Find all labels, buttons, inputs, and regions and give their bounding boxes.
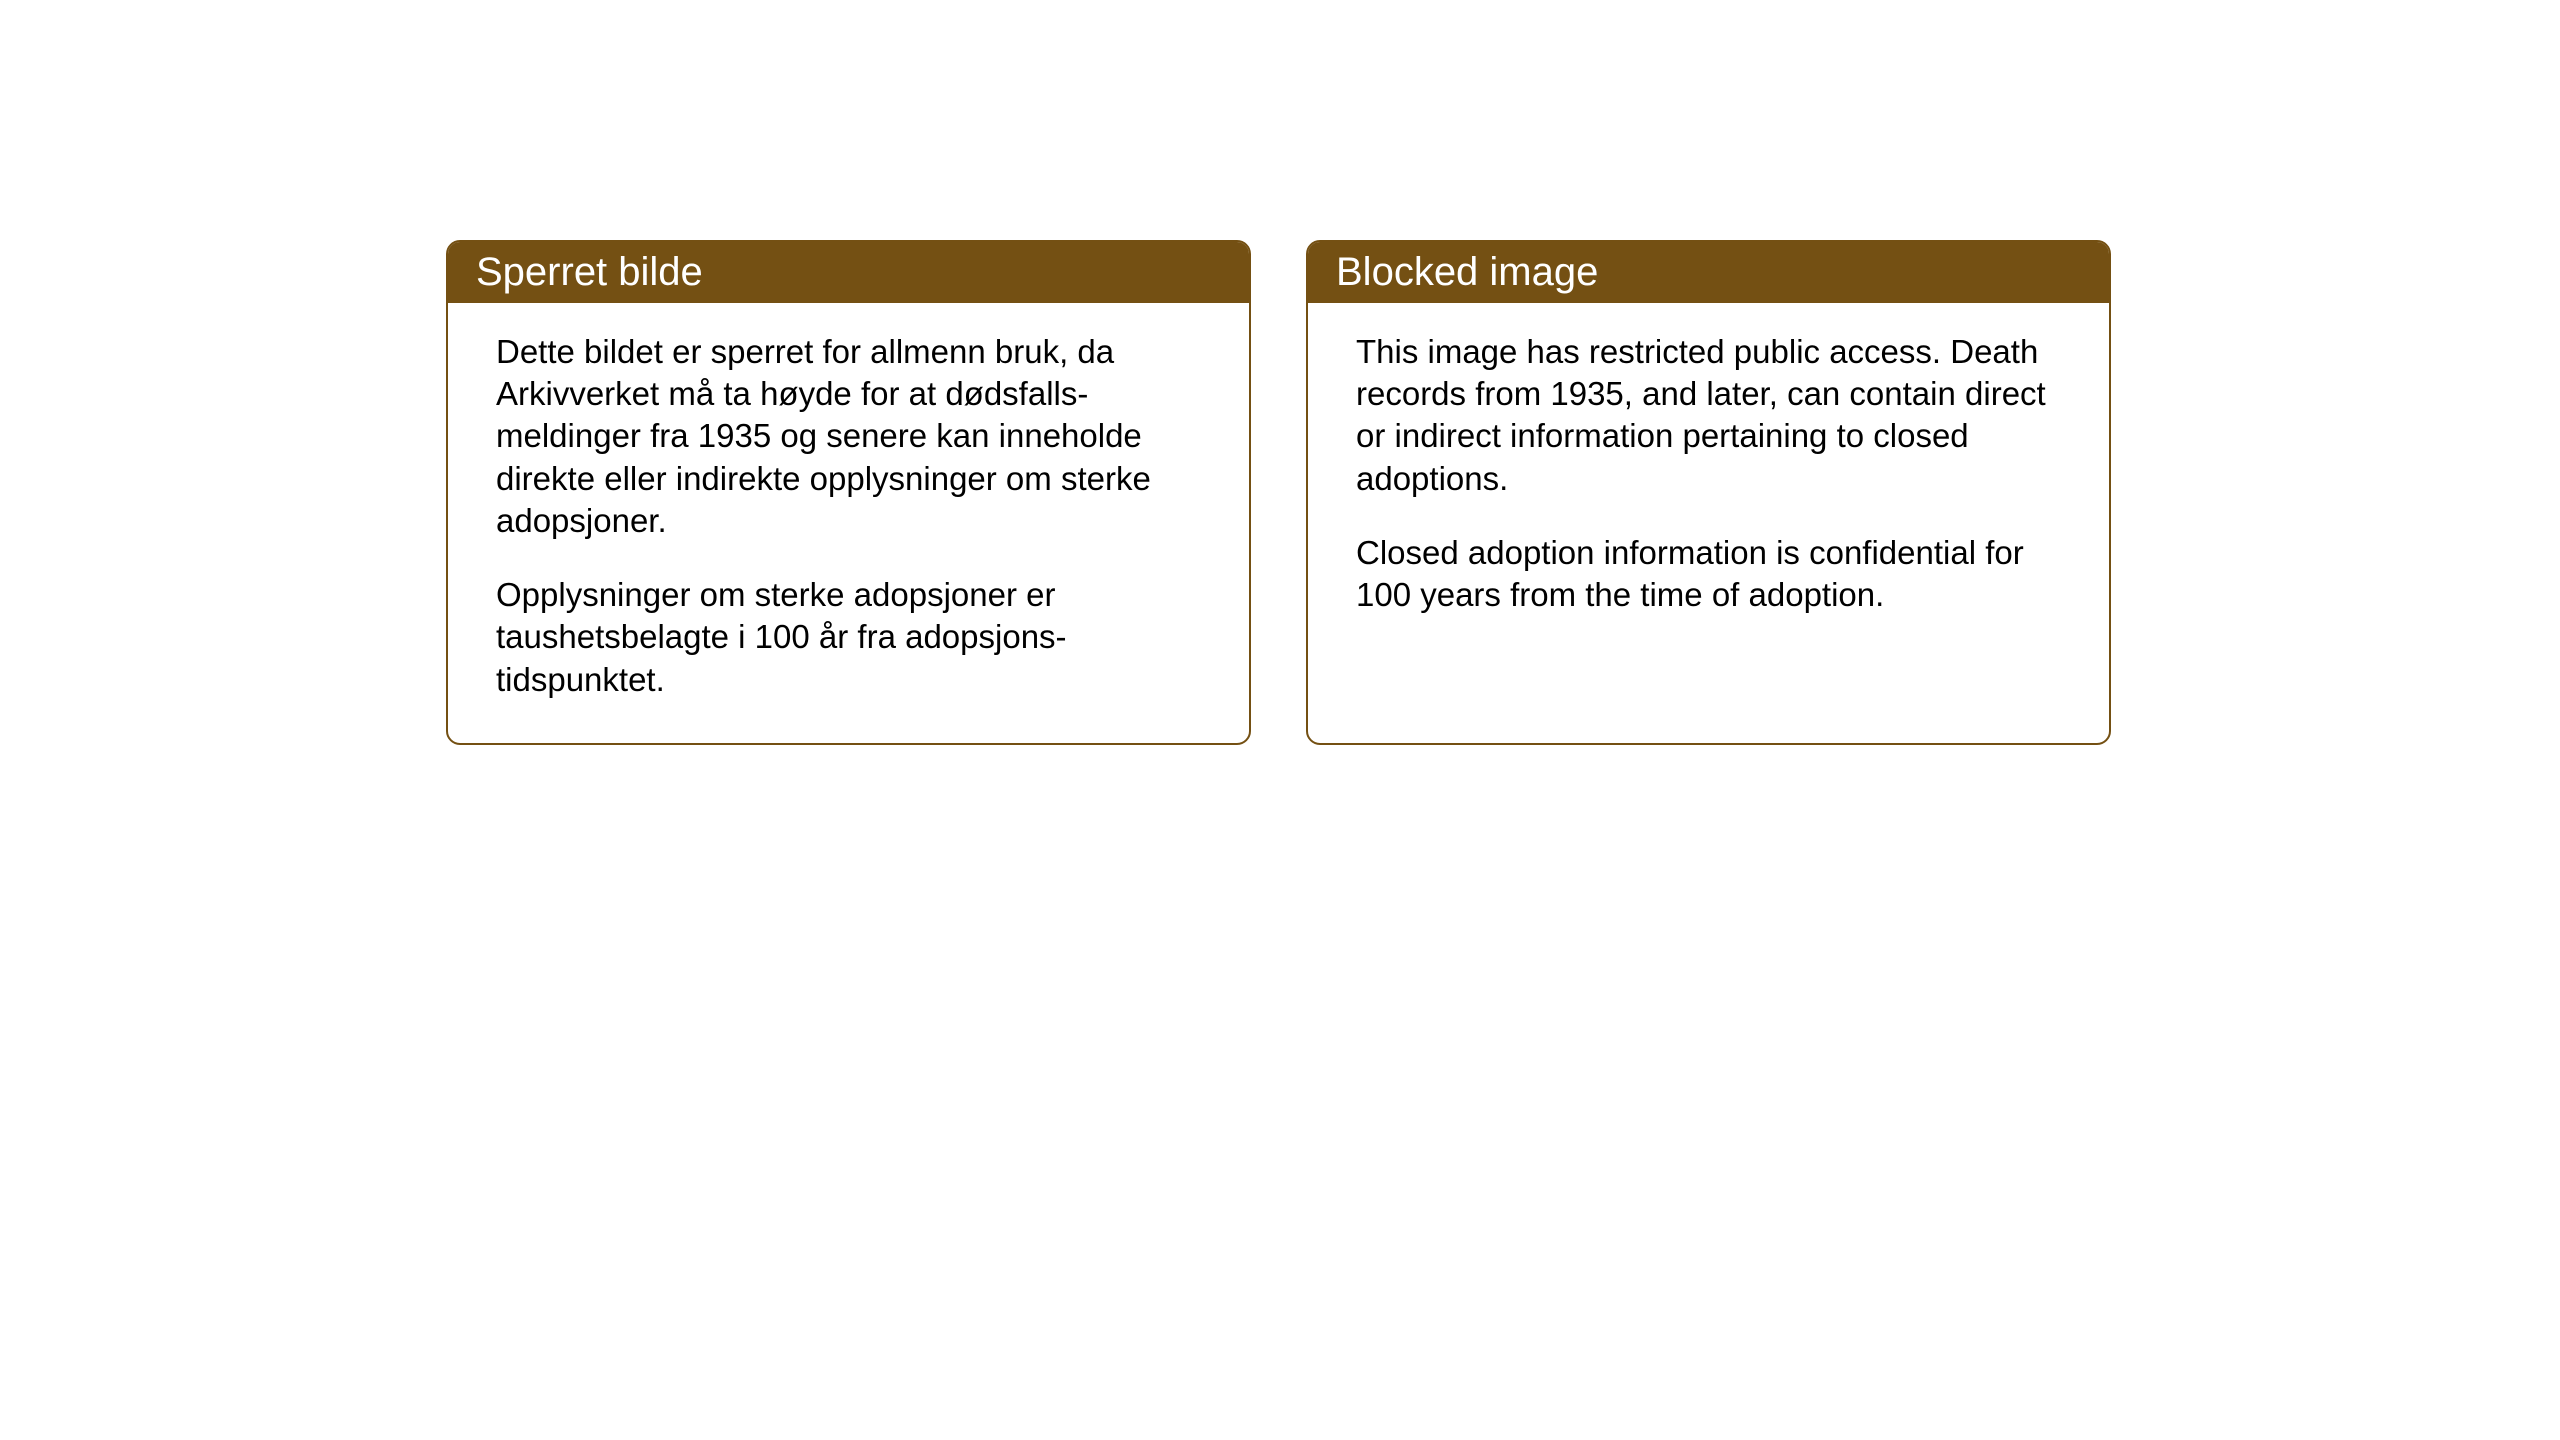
norwegian-paragraph-2: Opplysninger om sterke adopsjoner er tau… [496,574,1201,701]
norwegian-card-title: Sperret bilde [448,242,1249,303]
english-paragraph-2: Closed adoption information is confident… [1356,532,2061,616]
norwegian-paragraph-1: Dette bildet er sperret for allmenn bruk… [496,331,1201,542]
norwegian-card-body: Dette bildet er sperret for allmenn bruk… [448,303,1249,743]
norwegian-notice-card: Sperret bilde Dette bildet er sperret fo… [446,240,1251,745]
english-card-title: Blocked image [1308,242,2109,303]
notice-cards-container: Sperret bilde Dette bildet er sperret fo… [446,240,2111,745]
english-paragraph-1: This image has restricted public access.… [1356,331,2061,500]
english-card-body: This image has restricted public access.… [1308,303,2109,743]
english-notice-card: Blocked image This image has restricted … [1306,240,2111,745]
